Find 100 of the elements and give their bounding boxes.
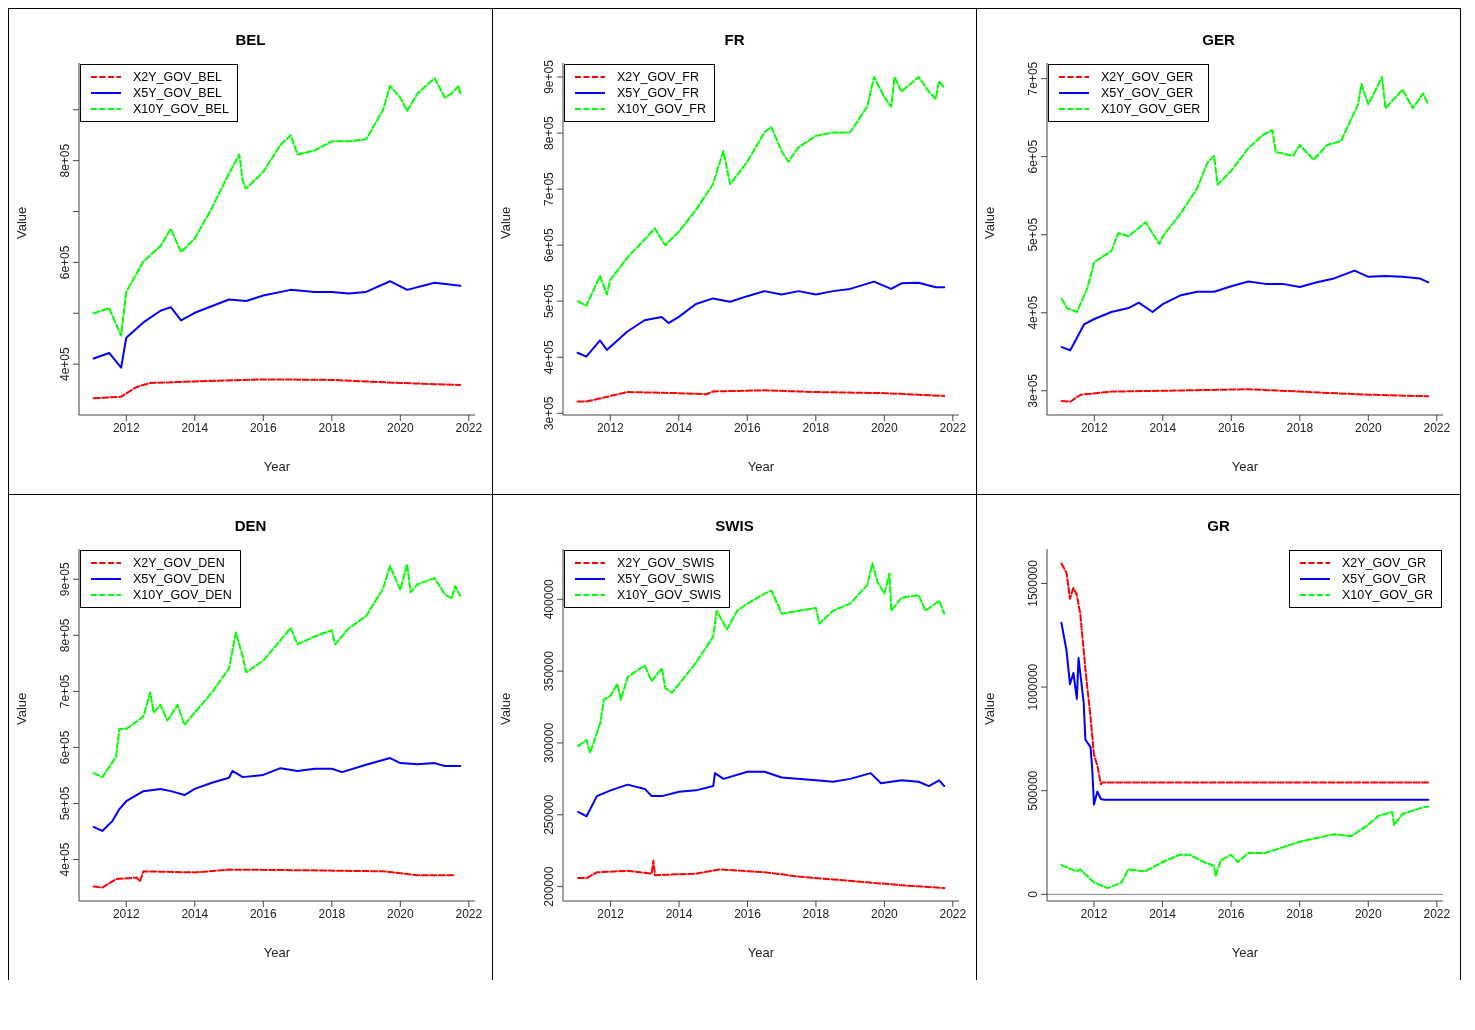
y-tick-label: 8e+05 bbox=[542, 115, 556, 150]
x-tick-label: 2012 bbox=[112, 420, 140, 435]
x-axis-title: Year bbox=[747, 459, 775, 474]
legend-label: X10Y_GOV_GER bbox=[1101, 102, 1201, 116]
y-tick-label: 7e+05 bbox=[542, 171, 556, 206]
x-tick-label: 2018 bbox=[1286, 420, 1314, 435]
y-tick-label: 7e+05 bbox=[58, 674, 72, 709]
y-tick-label: 8e+05 bbox=[58, 143, 72, 178]
x-tick-label: 2020 bbox=[386, 906, 414, 921]
line-series bbox=[1060, 621, 1430, 806]
x-tick-label: 2014 bbox=[1149, 906, 1177, 921]
legend-label: X5Y_GOV_SWIS bbox=[617, 572, 715, 586]
chart-title: GR bbox=[1206, 517, 1231, 536]
line-series bbox=[577, 859, 946, 890]
x-tick-label: 2014 bbox=[181, 906, 209, 921]
legend-label: X5Y_GOV_DEN bbox=[133, 572, 225, 586]
y-tick-label: 4e+05 bbox=[58, 842, 72, 877]
y-axis-title: Value bbox=[497, 206, 513, 239]
chart-title: FR bbox=[723, 31, 746, 50]
x-tick-label: 2014 bbox=[1149, 420, 1177, 435]
y-tick-label: 4e+05 bbox=[58, 346, 72, 381]
x-tick-label: 2016 bbox=[734, 906, 762, 921]
x-tick-label: 2022 bbox=[455, 906, 483, 921]
y-tick-label: 9e+05 bbox=[542, 59, 556, 94]
legend-label: X10Y_GOV_FR bbox=[617, 102, 706, 116]
chart-title: SWIS bbox=[714, 517, 755, 536]
y-tick-label: 200000 bbox=[542, 866, 556, 907]
x-tick-label: 2014 bbox=[181, 420, 209, 435]
legend-label: X5Y_GOV_GR bbox=[1341, 572, 1427, 586]
x-tick-label: 2018 bbox=[318, 906, 346, 921]
x-axis-title: Year bbox=[1231, 459, 1259, 474]
x-tick-label: 2016 bbox=[249, 906, 277, 921]
x-tick-label: 2022 bbox=[1423, 906, 1451, 921]
x-tick-label: 2018 bbox=[802, 420, 830, 435]
line-series bbox=[576, 280, 946, 358]
y-tick-label: 3e+05 bbox=[542, 396, 556, 431]
y-tick-label: 500000 bbox=[1026, 770, 1040, 811]
chart-title: DEN bbox=[233, 517, 268, 536]
y-tick-label: 5e+05 bbox=[542, 284, 556, 319]
y-tick-label: 6e+05 bbox=[58, 245, 72, 280]
legend-label: X2Y_GOV_BEL bbox=[133, 70, 222, 84]
x-tick-label: 2020 bbox=[386, 420, 414, 435]
line-series bbox=[92, 868, 457, 889]
y-tick-label: 1000000 bbox=[1026, 663, 1040, 711]
x-tick-label: 2014 bbox=[665, 420, 693, 435]
x-tick-label: 2020 bbox=[871, 906, 899, 921]
x-tick-label: 2012 bbox=[112, 906, 140, 921]
legend-label: X5Y_GOV_FR bbox=[617, 86, 699, 100]
x-tick-label: 2016 bbox=[249, 420, 277, 435]
y-tick-label: 6e+05 bbox=[58, 730, 72, 765]
x-tick-label: 2012 bbox=[1080, 906, 1108, 921]
y-axis-title: Value bbox=[497, 692, 513, 725]
y-tick-label: 5e+05 bbox=[58, 786, 72, 821]
x-axis-title: Year bbox=[263, 945, 291, 960]
x-tick-label: 2020 bbox=[870, 420, 898, 435]
x-tick-label: 2012 bbox=[597, 906, 625, 921]
y-tick-label: 250000 bbox=[542, 794, 556, 835]
x-axis-title: Year bbox=[263, 459, 291, 474]
legend-label: X10Y_GOV_DEN bbox=[133, 588, 232, 602]
line-series bbox=[1060, 269, 1430, 352]
y-tick-label: 1500000 bbox=[1026, 559, 1040, 607]
x-axis-title: Year bbox=[1231, 945, 1259, 960]
y-tick-label: 5e+05 bbox=[1026, 217, 1040, 252]
y-tick-label: 7e+05 bbox=[1026, 61, 1040, 96]
y-tick-label: 0 bbox=[1026, 890, 1040, 898]
y-tick-label: 400000 bbox=[542, 578, 556, 620]
y-axis-title: Value bbox=[13, 206, 29, 239]
x-tick-label: 2016 bbox=[1217, 906, 1245, 921]
line-series bbox=[1060, 805, 1430, 890]
legend-label: X2Y_GOV_GER bbox=[1101, 70, 1194, 84]
x-tick-label: 2012 bbox=[1080, 420, 1108, 435]
x-tick-label: 2016 bbox=[1217, 420, 1245, 435]
line-series bbox=[576, 389, 946, 403]
legend-label: X2Y_GOV_FR bbox=[617, 70, 699, 84]
legend-label: X10Y_GOV_GR bbox=[1341, 588, 1433, 602]
y-axis-title: Value bbox=[13, 692, 29, 725]
x-tick-label: 2020 bbox=[1354, 906, 1382, 921]
y-axis-title: Value bbox=[981, 206, 997, 239]
x-tick-label: 2022 bbox=[939, 420, 967, 435]
y-tick-label: 300000 bbox=[542, 722, 556, 763]
line-series bbox=[92, 280, 462, 369]
chart-title: GER bbox=[1201, 31, 1236, 50]
y-tick-label: 4e+05 bbox=[1026, 295, 1040, 330]
x-axis-title: Year bbox=[747, 945, 775, 960]
x-tick-label: 2018 bbox=[318, 420, 346, 435]
line-series bbox=[1060, 388, 1430, 403]
y-tick-label: 3e+05 bbox=[1026, 373, 1040, 408]
legend-label: X10Y_GOV_SWIS bbox=[617, 588, 722, 602]
x-tick-label: 2018 bbox=[802, 906, 830, 921]
y-tick-label: 350000 bbox=[542, 650, 556, 692]
y-tick-label: 4e+05 bbox=[542, 340, 556, 375]
legend-label: X10Y_GOV_BEL bbox=[133, 102, 229, 116]
y-tick-label: 9e+05 bbox=[58, 562, 72, 597]
x-tick-label: 2016 bbox=[733, 420, 761, 435]
x-tick-label: 2012 bbox=[596, 420, 624, 435]
line-series bbox=[577, 770, 946, 818]
y-tick-label: 8e+05 bbox=[58, 618, 72, 653]
x-tick-label: 2020 bbox=[1354, 420, 1382, 435]
legend-label: X5Y_GOV_GER bbox=[1101, 86, 1194, 100]
line-series bbox=[92, 378, 462, 400]
